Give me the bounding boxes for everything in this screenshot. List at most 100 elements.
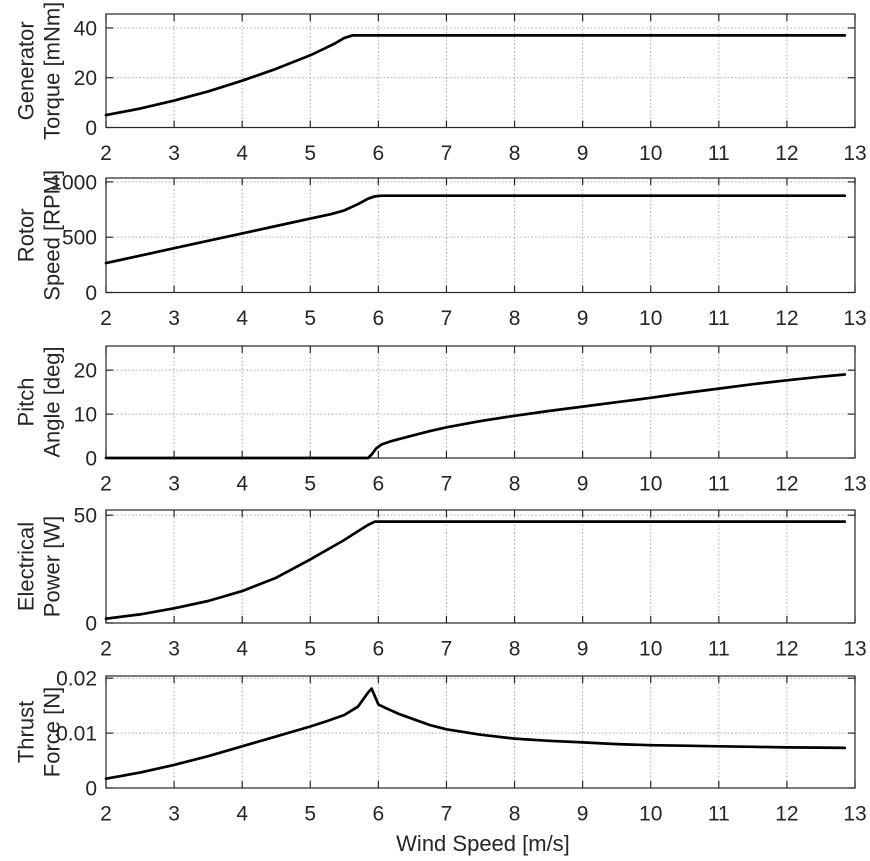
x-tick-label: 3	[168, 803, 180, 826]
x-tick-label: 7	[441, 142, 453, 165]
panel-electrical-power: Electrical Power [W] 2 3 4 5 6 7 8 9 10 11 12 13 0 50	[14, 505, 867, 661]
x-tick-label: 9	[577, 307, 589, 330]
x-tick-label: 10	[639, 142, 662, 165]
panel-generator-torque: Generator Torque [mNm] 2 3 4 5 6 7 8 9 10 11 12 13 0…	[14, 2, 867, 165]
x-tick-label: 9	[577, 803, 589, 826]
y-axis-label-line2: Angle [deg]	[40, 346, 65, 457]
x-tick-label: 9	[577, 473, 589, 496]
x-tick-label: 8	[509, 473, 521, 496]
x-tick-label: 13	[843, 142, 866, 165]
x-tick-label: 9	[577, 142, 589, 165]
y-tick-label: 0.02	[56, 668, 97, 691]
x-tick-label: 11	[708, 638, 730, 661]
x-tick-label: 8	[509, 142, 521, 165]
y-tick-label: 0	[85, 448, 97, 471]
x-tick-label: 10	[639, 803, 662, 826]
y-tick-label: 500	[62, 227, 97, 250]
x-tick-label: 2	[100, 473, 112, 496]
y-tick-label: 20	[74, 67, 97, 90]
y-axis-label-line1: Thrust	[14, 701, 39, 763]
x-tick-label: 5	[304, 307, 316, 330]
panel-rotor-speed: Rotor Speed [RPM] 2 3 4 5 6 7 8 9 10 11 12 13 0 500 10…	[14, 170, 867, 330]
x-tick-label: 3	[168, 473, 180, 496]
x-tick-label: 7	[441, 307, 453, 330]
x-tick-label: 11	[708, 307, 730, 330]
y-axis-label-line1: Generator	[14, 21, 39, 120]
y-axis-label-line2: Torque [mNm]	[40, 2, 65, 140]
x-tick-label: 11	[708, 142, 730, 165]
x-tick-label: 6	[373, 638, 385, 661]
y-tick-label: 1000	[50, 171, 97, 194]
y-axis-label-line1: Electrical	[14, 522, 39, 611]
y-tick-label: 10	[74, 404, 97, 427]
x-tick-label: 13	[843, 307, 866, 330]
curve-thrust-force	[104, 687, 847, 781]
y-axis-label-line2: Power [W]	[40, 516, 65, 617]
plot-area-thrust-force: 2 3 4 5 6 7 8 9 10 11 12 13 0 0.01 0.02	[56, 668, 867, 826]
plot-border	[105, 13, 856, 129]
x-tick-label: 8	[509, 638, 521, 661]
x-tick-label: 7	[441, 638, 453, 661]
x-tick-label: 7	[441, 473, 453, 496]
x-tick-label: 2	[100, 638, 112, 661]
plot-area-generator-torque: 2 3 4 5 6 7 8 9 10 11 12 13 0 20 40	[74, 13, 867, 165]
plot-area-electrical-power: 2 3 4 5 6 7 8 9 10 11 12 13 0 50	[74, 505, 867, 661]
plot-border	[105, 675, 856, 789]
x-tick-label: 13	[843, 473, 866, 496]
x-tick-label: 12	[775, 307, 798, 330]
x-tick-label: 12	[775, 638, 798, 661]
x-tick-label: 4	[236, 638, 248, 661]
y-tick-label: 50	[74, 505, 97, 528]
x-tick-label: 8	[509, 307, 521, 330]
x-tick-label: 6	[373, 473, 385, 496]
x-tick-label: 5	[304, 638, 316, 661]
y-tick-label: 20	[74, 360, 97, 383]
plot-border	[105, 345, 856, 459]
x-tick-label: 4	[236, 142, 248, 165]
y-tick-label: 0	[85, 778, 97, 801]
x-tick-label: 4	[236, 803, 248, 826]
x-tick-label: 10	[639, 638, 662, 661]
x-tick-label: 13	[843, 803, 866, 826]
x-tick-label: 12	[775, 803, 798, 826]
plot-area-rotor-speed: 2 3 4 5 6 7 8 9 10 11 12 13 0 500 1000	[50, 171, 866, 330]
curve-rotor-speed	[104, 194, 847, 265]
y-axis-label-line1: Rotor	[14, 208, 39, 262]
y-tick-label: 0	[85, 613, 97, 636]
y-tick-label: 0	[85, 282, 97, 305]
x-tick-label: 5	[304, 473, 316, 496]
x-tick-label: 5	[304, 142, 316, 165]
panel-pitch-angle: Pitch Angle [deg] 2 3 4 5 6 7 8 9 10 11 12 13 0 10 20	[14, 345, 867, 496]
x-tick-label: 11	[708, 803, 730, 826]
plot-border	[105, 509, 856, 624]
x-tick-label: 6	[373, 307, 385, 330]
x-tick-label: 13	[843, 638, 866, 661]
x-tick-label: 7	[441, 803, 453, 826]
x-tick-label: 3	[168, 638, 180, 661]
curve-electrical-power	[104, 520, 847, 621]
x-tick-label: 8	[509, 803, 521, 826]
y-axis-label-line2: Force [N]	[40, 687, 65, 777]
y-tick-label: 0	[85, 117, 97, 140]
x-tick-label: 2	[100, 142, 112, 165]
x-tick-label: 2	[100, 803, 112, 826]
y-tick-label: 40	[74, 17, 97, 40]
x-tick-label: 3	[168, 142, 180, 165]
x-tick-label: 12	[775, 473, 798, 496]
y-axis-label-line1: Pitch	[14, 378, 39, 427]
plot-area-pitch-angle: 2 3 4 5 6 7 8 9 10 11 12 13 0 10 20	[74, 345, 867, 496]
x-tick-label: 4	[236, 307, 248, 330]
x-tick-label: 11	[708, 473, 730, 496]
y-tick-label: 0.01	[56, 723, 97, 746]
x-tick-label: 6	[373, 803, 385, 826]
x-tick-label: 4	[236, 473, 248, 496]
curve-pitch-angle	[104, 373, 847, 460]
x-tick-label: 5	[304, 803, 316, 826]
y-axis-label-line2: Speed [RPM]	[40, 170, 65, 301]
x-axis-label: Wind Speed [m/s]	[396, 831, 570, 856]
x-tick-label: 10	[639, 307, 662, 330]
x-tick-label: 2	[100, 307, 112, 330]
x-tick-label: 6	[373, 142, 385, 165]
